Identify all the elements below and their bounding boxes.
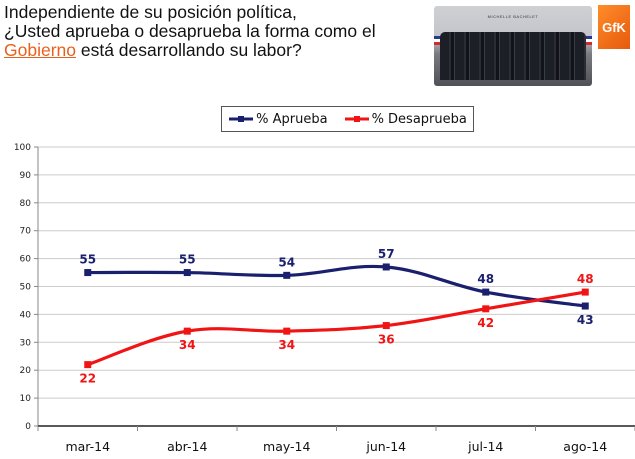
category-label: abr-14 (167, 439, 207, 454)
legend-label-aprueba: % Aprueba (256, 111, 328, 127)
title-line-2: ¿Usted aprueba o desaprueba la forma com… (4, 21, 376, 41)
line-chart: 0 10 20 30 40 50 60 70 80 90 100 mar-14 abr-14 may-14… (14, 143, 635, 454)
gfk-logo: GfK (598, 5, 630, 49)
ytick-label: 0 (25, 422, 31, 432)
category-label: jul-14 (467, 439, 503, 454)
series-line-aprueba (87, 264, 586, 308)
data-labels: 55 55 54 57 48 43 22 34 34 36 42 48 (79, 247, 593, 386)
legend-item-aprueba: % Aprueba (228, 111, 328, 127)
marker-desaprueba (84, 361, 92, 369)
data-label-aprueba: 54 (278, 255, 295, 269)
marker-aprueba (283, 271, 291, 279)
photo-caption: MICHELLE BACHELET (487, 14, 539, 19)
marker-aprueba (382, 263, 390, 271)
ytick-label: 60 (20, 255, 32, 265)
data-label-aprueba: 48 (477, 272, 494, 286)
data-label-aprueba: 57 (378, 247, 395, 261)
marker-aprueba (482, 288, 490, 296)
marker-aprueba (84, 269, 92, 277)
marker-desaprueba (382, 322, 390, 330)
data-label-desaprueba: 22 (79, 372, 96, 386)
series-line-desaprueba (87, 290, 586, 367)
ytick-label: 40 (20, 310, 32, 320)
category-label: mar-14 (65, 439, 110, 454)
data-label-desaprueba: 42 (477, 316, 494, 330)
marker-desaprueba (183, 327, 191, 335)
grid-lines (38, 146, 635, 399)
ytick-label: 30 (20, 338, 32, 348)
marker-desaprueba (581, 288, 589, 296)
data-label-aprueba: 43 (577, 313, 594, 327)
ytick-label: 50 (20, 283, 32, 293)
ytick-label: 90 (20, 171, 32, 181)
question-title: Independiente de su posición política, ¿… (4, 3, 376, 60)
marker-desaprueba (482, 305, 490, 313)
ytick-label: 80 (20, 199, 32, 209)
ytick-label: 70 (20, 227, 32, 237)
data-label-desaprueba: 34 (179, 338, 196, 352)
data-label-desaprueba: 36 (378, 333, 395, 347)
data-label-aprueba: 55 (179, 253, 196, 267)
axes: 0 10 20 30 40 50 60 70 80 90 100 mar-14 abr-14 may-14… (14, 143, 635, 454)
chart-legend: % Aprueba % Desaprueba (221, 106, 474, 132)
data-label-desaprueba: 48 (577, 272, 594, 286)
marker-aprueba (581, 302, 589, 310)
title-line-1: Independiente de su posición política, (4, 2, 297, 22)
legend-item-desaprueba: % Desaprueba (344, 112, 467, 127)
marker-aprueba (183, 269, 191, 277)
marker-desaprueba (283, 327, 291, 335)
gobierno-link[interactable]: Gobierno (4, 40, 76, 60)
data-label-aprueba: 55 (79, 253, 96, 267)
ytick-label: 20 (20, 366, 32, 376)
title-line-3-rest: está desarrollando su labor? (76, 40, 302, 60)
category-label: jun-14 (365, 439, 406, 454)
ytick-label: 100 (14, 143, 31, 153)
cabinet-photo: MICHELLE BACHELET (434, 6, 592, 86)
legend-line-aprueba-icon (229, 116, 254, 122)
title-line-3: Gobierno está desarrollando su labor? (4, 41, 376, 60)
category-label: ago-14 (563, 439, 607, 454)
series (84, 263, 589, 369)
data-label-desaprueba: 34 (278, 338, 295, 352)
legend-label-desaprueba: % Desaprueba (371, 111, 467, 127)
ytick-label: 10 (20, 394, 32, 404)
category-label: may-14 (263, 439, 310, 454)
people-group (440, 32, 586, 80)
legend-line-desaprueba-icon (344, 116, 369, 122)
